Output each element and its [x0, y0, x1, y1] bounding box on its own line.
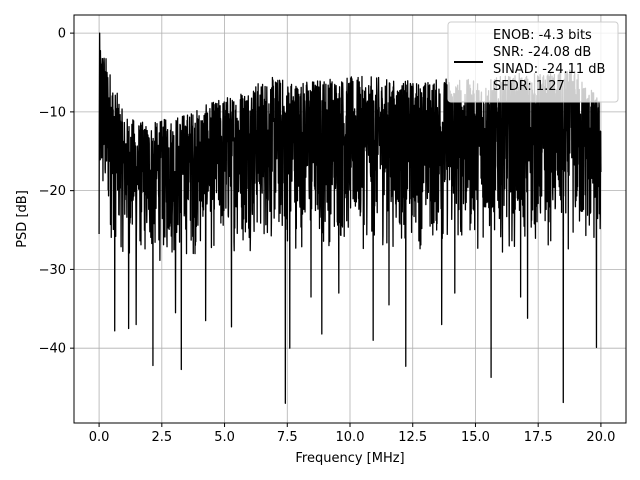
legend: ENOB: -4.3 bits SNR: -24.08 dB SINAD: -24.… [447, 21, 619, 103]
y-axis-label: PSD [dB] [15, 190, 30, 248]
x-tick-label: 0.0 [89, 430, 110, 445]
x-tick-label: 17.5 [524, 430, 553, 445]
legend-box [447, 21, 619, 103]
x-tick-label: 5.0 [214, 430, 235, 445]
legend-entry: SNR: -24.08 dB [493, 45, 591, 60]
legend-entry: ENOB: -4.3 bits [493, 28, 592, 43]
series-layer [98, 32, 602, 404]
x-tick-label: 15.0 [461, 430, 490, 445]
psd-series-line [98, 32, 602, 404]
x-axis-label: Frequency [MHz] [295, 451, 404, 466]
x-tick-label: 7.5 [277, 430, 298, 445]
x-tick-label: 12.5 [398, 430, 427, 445]
x-tick-label: 10.0 [336, 430, 365, 445]
legend-entry: SINAD: -24.11 dB [493, 62, 605, 77]
x-tick-label: 2.5 [151, 430, 172, 445]
y-tick-label: −20 [39, 184, 66, 199]
y-tick-label: −40 [39, 342, 66, 357]
x-axis: 0.0 2.5 5.0 7.5 10.0 12.5 15.0 17.5 20.0 [89, 423, 615, 445]
y-tick-label: 0 [58, 27, 66, 42]
y-tick-label: −10 [39, 105, 66, 120]
y-tick-label: −30 [39, 263, 66, 278]
legend-entry: SFDR: 1.27 [493, 79, 565, 94]
y-axis: 0 −10 −20 −30 −40 [39, 27, 74, 357]
x-tick-label: 20.0 [586, 430, 615, 445]
